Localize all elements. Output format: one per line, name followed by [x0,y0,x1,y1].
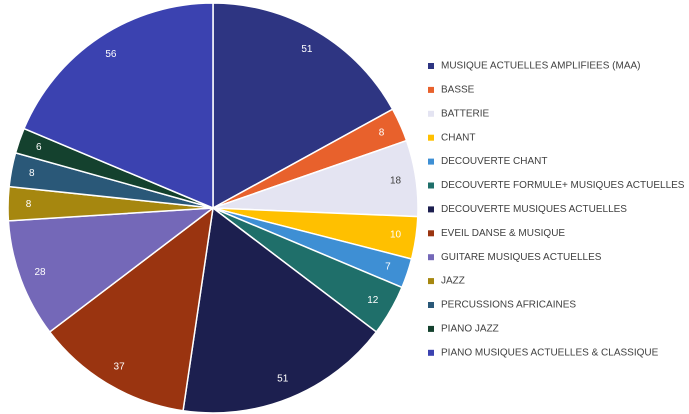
legend-label: BASSE [441,85,475,96]
legend-swatch [428,206,434,213]
pie-data-label: 10 [390,230,402,241]
pie-slice [7,207,216,333]
legend-label: DECOUVERTE MUSIQUES ACTUELLES [441,204,627,215]
legend-label: DECOUVERTE FORMULE+ MUSIQUES ACTUELLES [441,180,685,191]
legend-label: MUSIQUE ACTUELLES AMPLIFIEES (MAA) [441,61,641,72]
pie-data-label: 18 [390,176,402,187]
legend-label: EVEIL DANSE & MUSIQUE [441,228,565,239]
pie-data-label: 8 [26,199,32,210]
legend-swatch [428,110,434,117]
legend-label: DECOUVERTE CHANT [441,156,548,167]
pie-slice [182,206,378,414]
legend-swatch [428,349,434,356]
legend-label: PERCUSSIONS AFRICAINES [441,300,576,311]
legend-swatch [428,86,434,93]
pie-data-label: 8 [29,168,35,179]
pie-data-label: 56 [105,49,117,60]
pie-slices [7,2,419,414]
legend-swatch [428,278,434,285]
pie-slice [212,2,394,210]
pie-data-label: 7 [385,261,391,272]
pie-data-label: 8 [379,128,385,139]
legend-label: PIANO JAZZ [441,324,499,335]
legend-swatch [428,134,434,141]
pie-data-label: 51 [301,44,313,55]
legend-label: CHANT [441,132,475,143]
pie-slice [23,2,214,210]
pie-data-label: 6 [36,142,42,153]
legend: MUSIQUE ACTUELLES AMPLIFIEES (MAA) BASSE B… [428,61,685,358]
legend-swatch [428,182,434,189]
legend-label: BATTERIE [441,108,489,119]
pie-data-labels: 51 8 18 10 7 12 51 37 28 8 8 6 56 [26,44,402,385]
legend-label: GUITARE MUSIQUES ACTUELLES [441,252,602,263]
legend-swatch [428,230,434,237]
pie-data-label: 12 [367,295,379,306]
legend-label: PIANO MUSIQUES ACTUELLES & CLASSIQUE [441,347,659,358]
legend-swatch [428,158,434,165]
pie-data-label: 28 [35,267,47,278]
pie-data-label: 37 [114,361,126,372]
legend-label: JAZZ [441,276,465,287]
legend-swatch [428,325,434,332]
legend-swatch [428,254,434,261]
pie-slice [48,206,215,412]
pie-data-label: 51 [277,373,289,384]
legend-swatch [428,63,434,69]
legend-swatch [428,302,434,308]
